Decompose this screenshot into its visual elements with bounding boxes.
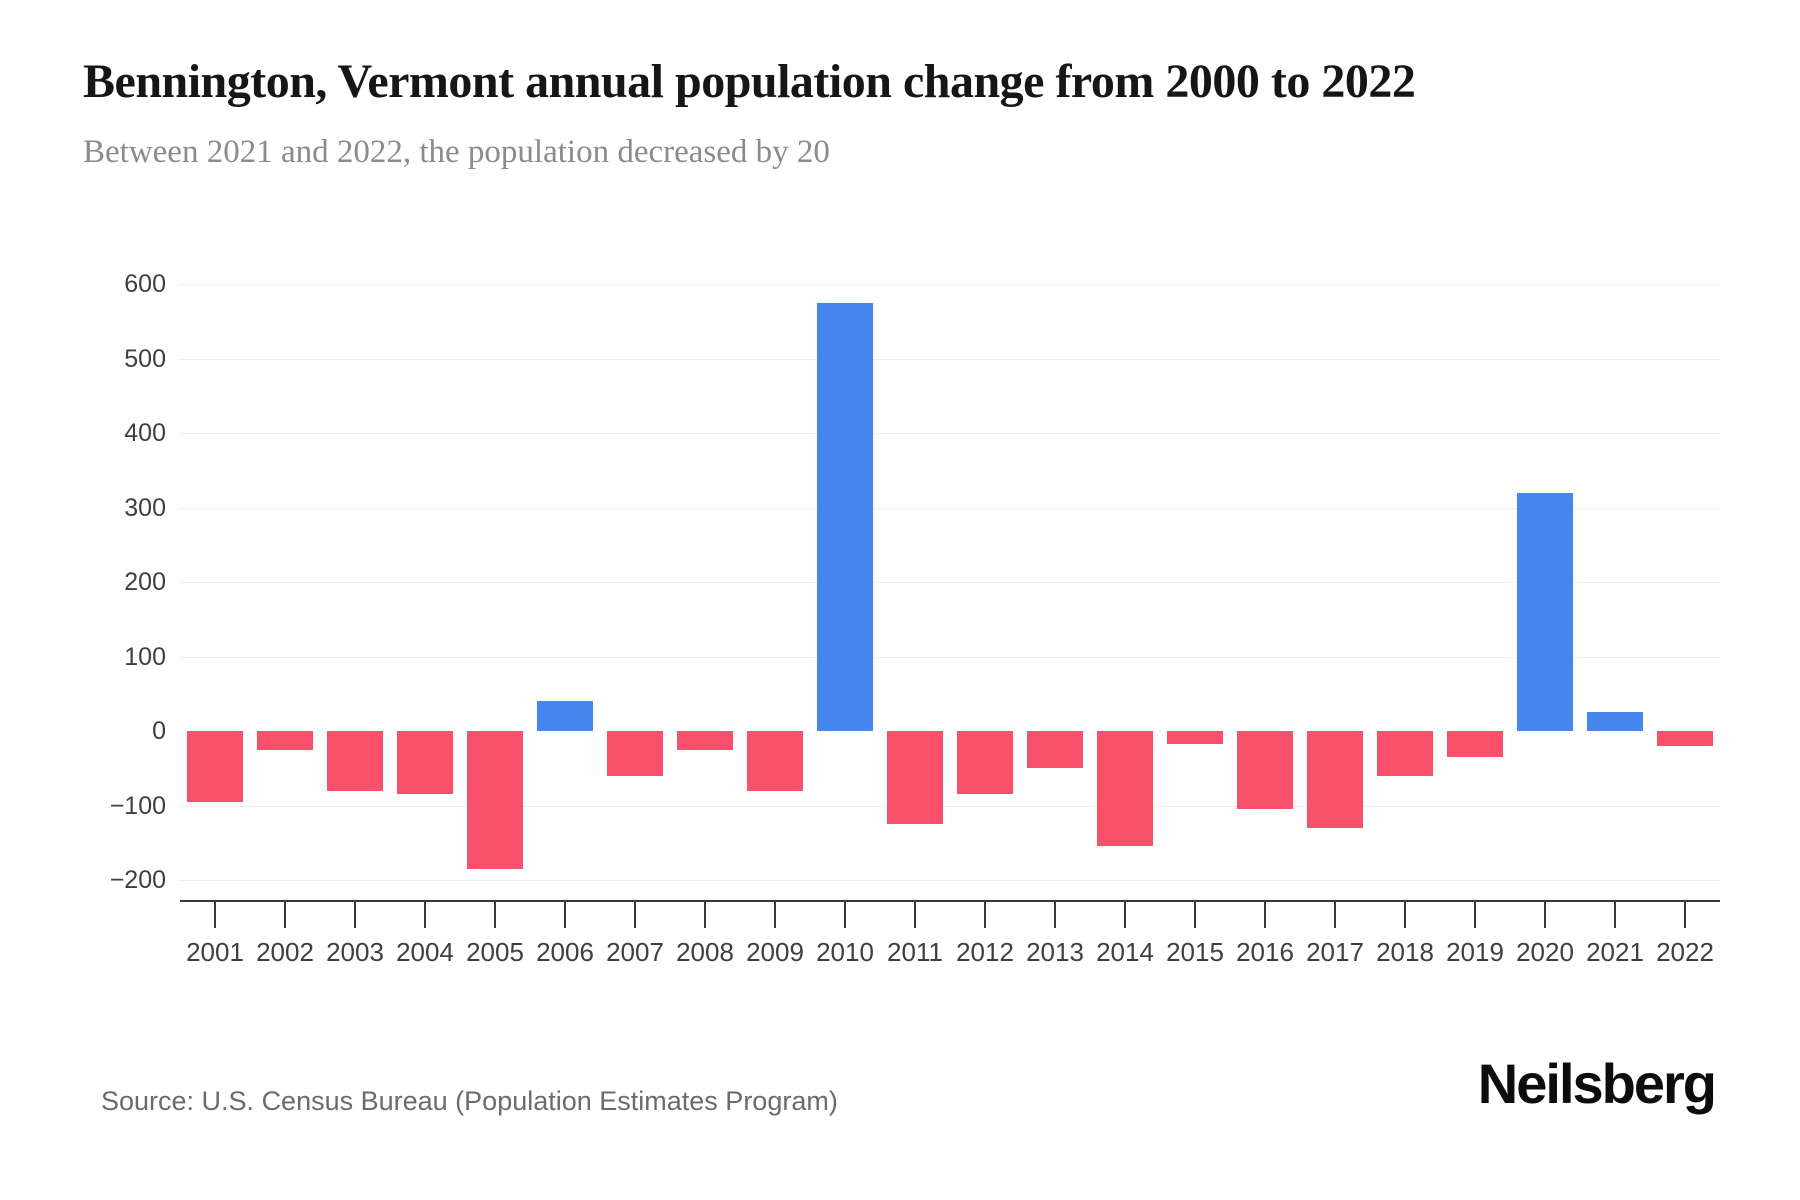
bar-2002[interactable]: [257, 731, 313, 750]
x-axis-label-2001: 2001: [186, 937, 244, 967]
x-axis-label-2002: 2002: [256, 937, 314, 967]
bar-2022[interactable]: [1657, 731, 1713, 746]
x-axis-tick-2010: [844, 902, 846, 928]
y-axis-label-200: 200: [124, 568, 166, 596]
x-axis-tick-2018: [1404, 902, 1406, 928]
x-axis-tick-2011: [914, 902, 916, 928]
y-axis-label-500: 500: [124, 345, 166, 373]
x-axis-label-2006: 2006: [536, 937, 594, 967]
gridline-100: [178, 657, 1720, 658]
x-axis-tick-2004: [424, 902, 426, 928]
x-axis-label-2022: 2022: [1656, 937, 1714, 967]
x-axis-label-2015: 2015: [1166, 937, 1224, 967]
x-axis-tick-2007: [634, 902, 636, 928]
neilsberg-logo: Neilsberg: [1477, 1052, 1717, 1115]
x-axis-tick-2001: [214, 902, 216, 928]
x-axis-label-2011: 2011: [887, 937, 943, 967]
bar-2016[interactable]: [1237, 731, 1293, 809]
x-axis-tick-2022: [1684, 902, 1686, 928]
x-axis-label-2016: 2016: [1236, 937, 1294, 967]
x-axis-label-2012: 2012: [956, 937, 1014, 967]
x-axis-label-2020: 2020: [1516, 937, 1574, 967]
x-axis-label-2021: 2021: [1586, 937, 1644, 967]
gridline-300: [178, 508, 1720, 509]
x-axis-tick-2013: [1054, 902, 1056, 928]
x-axis-label-2017: 2017: [1306, 937, 1364, 967]
gridline-200: [178, 582, 1720, 583]
x-axis-label-2010: 2010: [816, 937, 874, 967]
y-axis-label-100: 100: [124, 643, 166, 671]
bar-2017[interactable]: [1307, 731, 1363, 828]
source-note: Source: U.S. Census Bureau (Population E…: [101, 1086, 838, 1116]
chart-subtitle: Between 2021 and 2022, the population de…: [83, 134, 830, 170]
bar-2001[interactable]: [187, 731, 243, 802]
x-axis-tick-2016: [1264, 902, 1266, 928]
x-axis-label-2007: 2007: [606, 937, 664, 967]
x-axis-tick-2020: [1544, 902, 1546, 928]
bar-2014[interactable]: [1097, 731, 1153, 846]
x-axis-tick-2014: [1124, 902, 1126, 928]
x-axis-tick-2012: [984, 902, 986, 928]
bar-2013[interactable]: [1027, 731, 1083, 768]
x-axis-label-2005: 2005: [466, 937, 524, 967]
bar-2010[interactable]: [817, 303, 873, 731]
bar-2011[interactable]: [887, 731, 943, 824]
x-axis-tick-2006: [564, 902, 566, 928]
y-axis-label-0: 0: [152, 717, 166, 745]
gridline-500: [178, 359, 1720, 360]
bar-2005[interactable]: [467, 731, 523, 869]
y-axis-label-400: 400: [124, 419, 166, 447]
y-axis-label-600: 600: [124, 270, 166, 298]
x-axis-label-2004: 2004: [396, 937, 454, 967]
x-axis-line: [180, 900, 1720, 902]
bar-2018[interactable]: [1377, 731, 1433, 776]
x-axis-label-2014: 2014: [1096, 937, 1154, 967]
bar-2006[interactable]: [537, 701, 593, 731]
x-axis-tick-2015: [1194, 902, 1196, 928]
bar-2012[interactable]: [957, 731, 1013, 794]
gridline--200: [178, 880, 1720, 881]
bar-2021[interactable]: [1587, 712, 1643, 731]
chart-title: Bennington, Vermont annual population ch…: [83, 55, 1416, 108]
x-axis-tick-2002: [284, 902, 286, 928]
bar-2020[interactable]: [1517, 493, 1573, 731]
x-axis-tick-2008: [704, 902, 706, 928]
x-axis-tick-2017: [1334, 902, 1336, 928]
x-axis-tick-2021: [1614, 902, 1616, 928]
x-axis-tick-2005: [494, 902, 496, 928]
bar-2008[interactable]: [677, 731, 733, 750]
y-axis-label--200: −200: [109, 866, 166, 894]
x-axis-label-2003: 2003: [326, 937, 384, 967]
y-axis-label-300: 300: [124, 494, 166, 522]
x-axis-label-2013: 2013: [1026, 937, 1084, 967]
x-axis-label-2019: 2019: [1446, 937, 1504, 967]
bar-2007[interactable]: [607, 731, 663, 776]
x-axis-label-2018: 2018: [1376, 937, 1434, 967]
x-axis-tick-2003: [354, 902, 356, 928]
x-axis-label-2009: 2009: [746, 937, 804, 967]
bar-2019[interactable]: [1447, 731, 1503, 757]
x-axis-tick-2019: [1474, 902, 1476, 928]
gridline-600: [178, 284, 1720, 285]
x-axis-tick-2009: [774, 902, 776, 928]
gridline-400: [178, 433, 1720, 434]
bar-2003[interactable]: [327, 731, 383, 791]
gridline--100: [178, 806, 1720, 807]
bar-2004[interactable]: [397, 731, 453, 794]
y-axis-label--100: −100: [109, 792, 166, 820]
bar-2009[interactable]: [747, 731, 803, 791]
x-axis-label-2008: 2008: [676, 937, 734, 967]
bar-2015[interactable]: [1167, 731, 1223, 744]
